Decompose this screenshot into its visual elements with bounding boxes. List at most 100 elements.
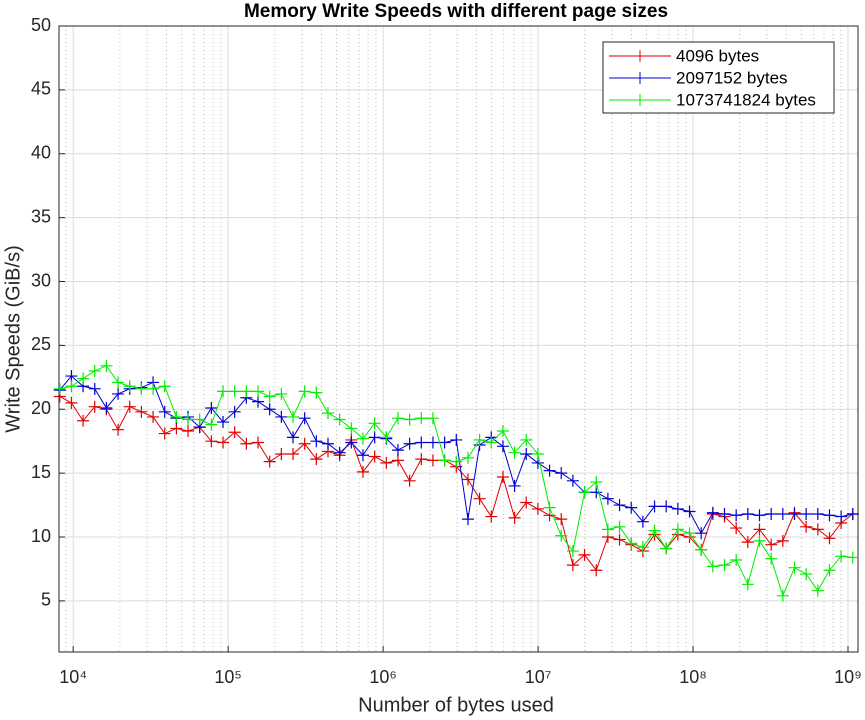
- point-marker: [147, 382, 160, 395]
- point-marker: [193, 413, 206, 426]
- series-line: [59, 375, 853, 535]
- point-marker: [718, 559, 731, 572]
- point-marker: [730, 509, 743, 522]
- point-marker: [228, 385, 241, 398]
- y-tick-label: 15: [31, 462, 51, 482]
- point-marker: [65, 380, 78, 393]
- point-marker: [706, 506, 719, 519]
- point-marker: [321, 437, 334, 450]
- point-marker: [147, 410, 160, 423]
- point-marker: [566, 474, 579, 487]
- y-tick-label: 25: [31, 334, 51, 354]
- point-marker: [590, 486, 603, 499]
- point-marker: [613, 520, 626, 533]
- point-marker: [403, 474, 416, 487]
- point-marker: [53, 382, 66, 395]
- point-marker: [205, 435, 218, 448]
- point-marker: [228, 426, 241, 439]
- point-marker: [112, 376, 125, 389]
- point-marker: [88, 400, 101, 413]
- y-tick-label: 45: [31, 79, 51, 99]
- point-marker: [788, 508, 801, 521]
- point-marker: [333, 413, 346, 426]
- point-marker: [461, 451, 474, 464]
- point-marker: [823, 564, 836, 577]
- x-axis-label: Number of bytes used: [358, 694, 554, 716]
- y-tick-label: 50: [31, 15, 51, 35]
- point-marker: [77, 372, 90, 385]
- x-tick-label: 10⁷: [525, 667, 552, 687]
- point-marker: [368, 431, 381, 444]
- series-line: [59, 396, 854, 572]
- point-marker: [356, 432, 369, 445]
- point-marker: [217, 416, 230, 429]
- point-marker: [205, 418, 218, 431]
- point-marker: [287, 431, 300, 444]
- series-line: [59, 365, 853, 598]
- point-marker: [625, 501, 638, 514]
- point-marker: [217, 436, 230, 449]
- point-marker: [823, 509, 836, 522]
- point-marker: [333, 446, 346, 459]
- point-marker: [485, 510, 498, 523]
- point-marker: [426, 412, 439, 425]
- y-tick-label: 30: [31, 270, 51, 290]
- y-tick-label: 5: [41, 590, 51, 610]
- point-marker: [578, 486, 591, 499]
- point-marker: [531, 502, 544, 515]
- point-marker: [473, 492, 486, 505]
- point-marker: [601, 523, 614, 536]
- point-marker: [520, 433, 533, 446]
- point-marker: [450, 455, 463, 468]
- point-marker: [683, 505, 696, 518]
- point-marker: [252, 395, 265, 408]
- point-marker: [356, 449, 369, 462]
- point-marker: [275, 387, 288, 400]
- point-marker: [683, 527, 696, 540]
- point-marker: [531, 447, 544, 460]
- point-marker: [298, 437, 311, 450]
- point-marker: [391, 444, 404, 457]
- point-marker: [77, 414, 90, 427]
- x-tick-label: 10⁵: [214, 667, 241, 687]
- point-marker: [263, 455, 276, 468]
- point-marker: [496, 424, 509, 437]
- point-marker: [415, 453, 428, 466]
- point-marker: [252, 385, 265, 398]
- point-marker: [228, 405, 241, 418]
- point-marker: [252, 436, 265, 449]
- point-marker: [753, 509, 766, 522]
- point-marker: [695, 543, 708, 556]
- y-tick-label: 35: [31, 206, 51, 226]
- point-marker: [835, 510, 848, 523]
- point-marker: [648, 500, 661, 513]
- legend: 4096 bytes 2097152 bytes 1073741824 bytes: [602, 41, 835, 114]
- point-marker: [461, 513, 474, 526]
- point-marker: [368, 417, 381, 430]
- point-marker: [660, 500, 673, 513]
- point-marker: [380, 456, 393, 469]
- point-marker: [613, 499, 626, 512]
- x-tick-label: 10⁹: [834, 667, 862, 687]
- point-marker: [636, 515, 649, 528]
- point-marker: [438, 436, 451, 449]
- point-marker: [660, 542, 673, 555]
- point-marker: [508, 446, 521, 459]
- point-marker: [601, 492, 614, 505]
- point-marker: [648, 524, 661, 537]
- point-marker: [776, 589, 789, 602]
- point-marker: [823, 532, 836, 545]
- point-marker: [65, 370, 78, 383]
- y-tick-label: 40: [31, 143, 51, 163]
- point-marker: [263, 403, 276, 416]
- point-marker: [450, 433, 463, 446]
- point-marker: [776, 534, 789, 547]
- point-marker: [636, 541, 649, 554]
- point-marker: [135, 405, 148, 418]
- point-marker: [310, 386, 323, 399]
- chart-title: Memory Write Speeds with different page …: [244, 1, 668, 22]
- point-marker: [275, 447, 288, 460]
- point-marker: [508, 511, 521, 524]
- point-marker: [520, 447, 533, 460]
